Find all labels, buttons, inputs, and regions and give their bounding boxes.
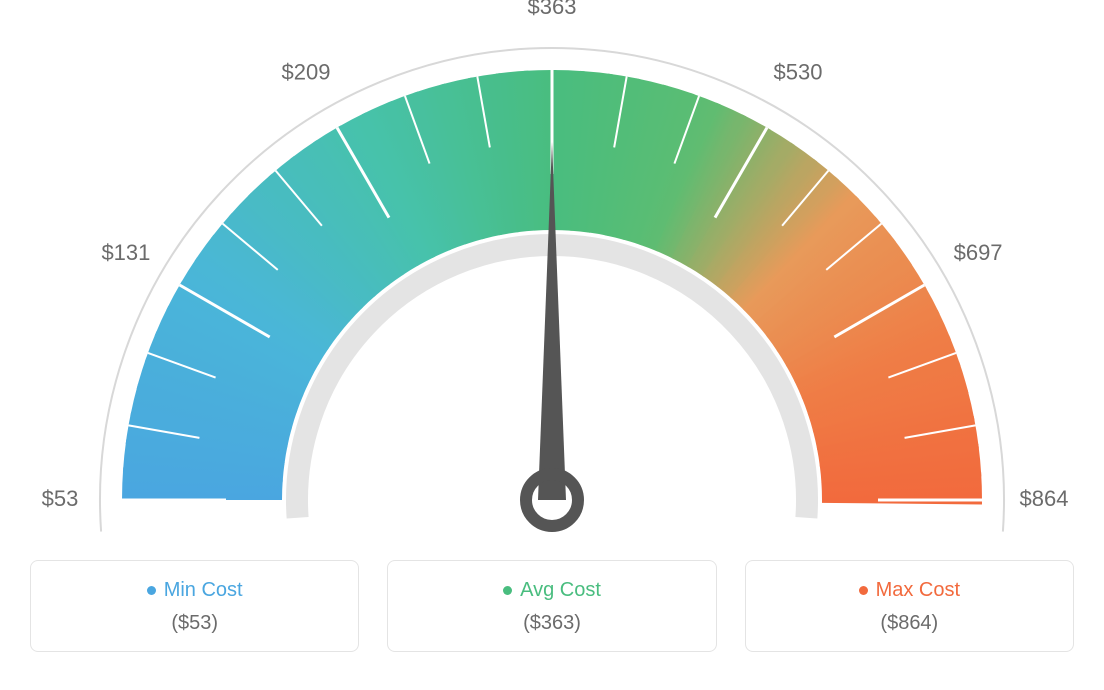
gauge-tick-label: $697 bbox=[954, 240, 1003, 265]
gauge-tick-label: $209 bbox=[282, 60, 331, 85]
legend-card-avg: Avg Cost ($363) bbox=[387, 560, 716, 652]
legend-label-max: Max Cost bbox=[876, 579, 960, 602]
gauge-svg: $53 $131 $209 $363 $530 $697 $864 bbox=[0, 0, 1104, 560]
legend-dot-max bbox=[859, 586, 868, 595]
gauge-tick-label: $530 bbox=[774, 60, 823, 85]
gauge-tick-label: $131 bbox=[101, 240, 150, 265]
legend-row: Min Cost ($53) Avg Cost ($363) Max Cost … bbox=[0, 560, 1104, 672]
legend-card-min: Min Cost ($53) bbox=[30, 560, 359, 652]
legend-label-min: Min Cost bbox=[164, 579, 243, 602]
legend-value-avg: ($363) bbox=[398, 612, 705, 635]
gauge-tick-label: $864 bbox=[1020, 486, 1069, 511]
legend-dot-avg bbox=[503, 586, 512, 595]
legend-title-avg: Avg Cost bbox=[503, 579, 601, 602]
legend-dot-min bbox=[147, 586, 156, 595]
legend-title-max: Max Cost bbox=[859, 579, 960, 602]
gauge-tick-label: $363 bbox=[528, 0, 577, 19]
legend-value-max: ($864) bbox=[756, 612, 1063, 635]
cost-gauge: $53 $131 $209 $363 $530 $697 $864 bbox=[0, 0, 1104, 560]
gauge-tick-label: $53 bbox=[42, 486, 79, 511]
legend-card-max: Max Cost ($864) bbox=[745, 560, 1074, 652]
legend-value-min: ($53) bbox=[41, 612, 348, 635]
legend-label-avg: Avg Cost bbox=[520, 579, 601, 602]
legend-title-min: Min Cost bbox=[147, 579, 243, 602]
